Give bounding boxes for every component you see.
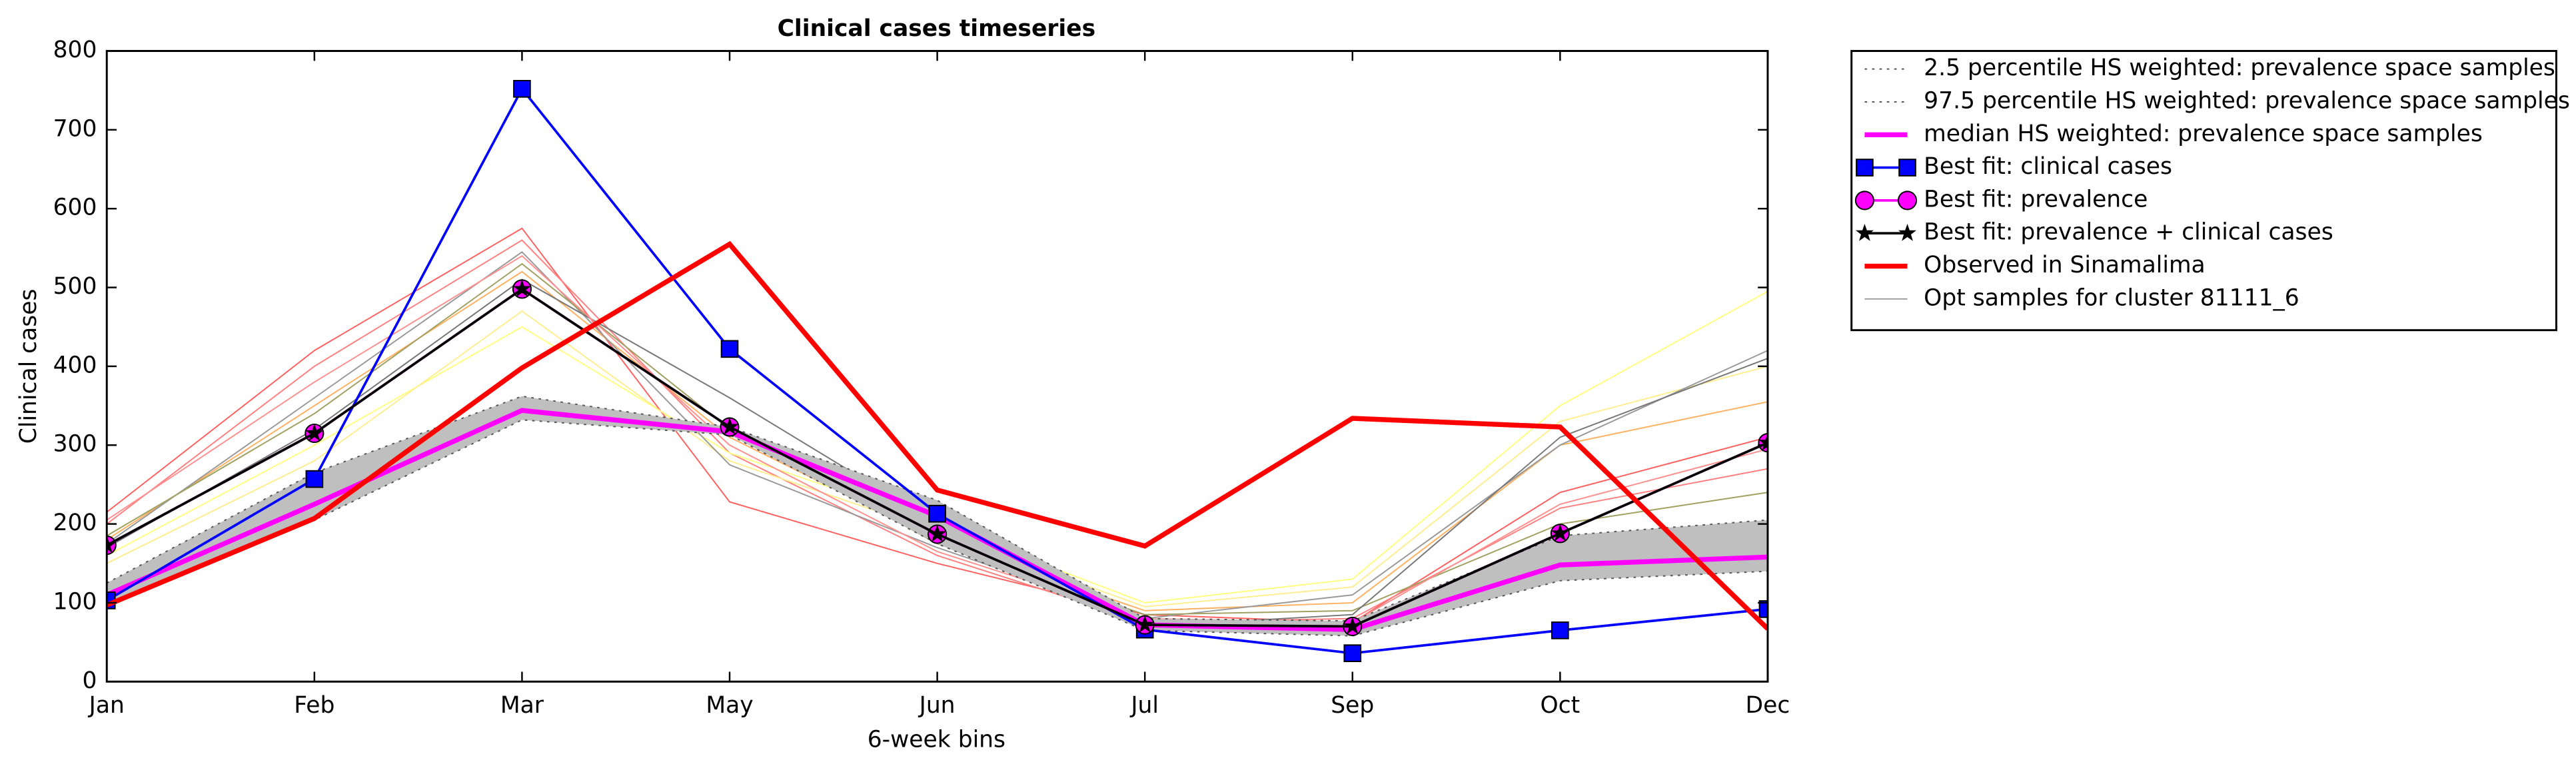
- point-marker: [1343, 617, 1362, 634]
- point-marker: [1758, 600, 1768, 618]
- point-marker: [305, 424, 324, 442]
- point-marker: [1551, 621, 1569, 639]
- x-tick-label: Jun: [918, 692, 956, 719]
- point-marker: [1551, 524, 1569, 542]
- x-axis-label: 6-week bins: [868, 727, 1005, 753]
- legend-marker: [1898, 224, 1917, 241]
- x-tick-label: May: [706, 692, 753, 719]
- chart-title: Clinical cases timeseries: [778, 15, 1096, 42]
- legend-marker: [1855, 224, 1874, 241]
- sample-line: [107, 227, 1768, 623]
- series-line: [107, 240, 1768, 631]
- point-marker: [305, 470, 324, 488]
- x-tick-label: Sep: [1331, 692, 1374, 719]
- x-tick-label: Mar: [500, 692, 544, 719]
- legend-label: Best fit: prevalence: [1924, 186, 2148, 212]
- point-marker: [513, 80, 531, 98]
- y-tick-label: 0: [83, 667, 97, 694]
- y-tick-label: 500: [53, 273, 97, 300]
- sample-line: [107, 239, 1768, 623]
- legend-label: Best fit: clinical cases: [1924, 153, 2172, 180]
- y-tick-label: 300: [53, 431, 97, 458]
- point-marker: [928, 504, 946, 523]
- point-marker: [928, 524, 947, 542]
- legend-marker: [1856, 159, 1874, 177]
- legend-label: median HS weighted: prevalence space sam…: [1924, 121, 2483, 147]
- legend-label: 2.5 percentile HS weighted: prevalence s…: [1924, 55, 2555, 81]
- legend-marker: [1898, 159, 1916, 177]
- point-marker: [107, 536, 116, 554]
- legend-label: Observed in Sinamalima: [1924, 252, 2206, 278]
- plot: [107, 80, 1768, 663]
- y-axis-label: Clinical cases: [15, 289, 42, 444]
- legend-label: Best fit: prevalence + clinical cases: [1924, 219, 2333, 246]
- legend-label: Opt samples for cluster 81111_6: [1924, 284, 2299, 311]
- x-tick-label: Jan: [88, 692, 125, 719]
- point-marker: [720, 417, 739, 435]
- legend-label: 97.5 percentile HS weighted: prevalence …: [1924, 87, 2570, 114]
- point-marker: [720, 340, 739, 358]
- y-tick-label: 800: [53, 37, 97, 63]
- x-tick-label: Oct: [1541, 692, 1581, 719]
- y-tick-label: 400: [53, 352, 97, 378]
- y-tick-label: 100: [53, 588, 97, 615]
- x-tick-label: Dec: [1746, 692, 1790, 719]
- point-marker: [512, 279, 531, 297]
- legend-frame: [1850, 50, 2557, 332]
- point-marker: [1135, 615, 1154, 633]
- x-tick-label: Jul: [1129, 692, 1159, 719]
- y-tick-label: 700: [53, 115, 97, 142]
- x-tick-label: Feb: [294, 692, 334, 719]
- point-marker: [1343, 644, 1362, 663]
- legend-marker: [1897, 191, 1918, 210]
- y-tick-label: 600: [53, 194, 97, 221]
- legend-marker: [1854, 191, 1874, 210]
- sample-line: [107, 255, 1768, 623]
- y-tick-label: 200: [53, 510, 97, 536]
